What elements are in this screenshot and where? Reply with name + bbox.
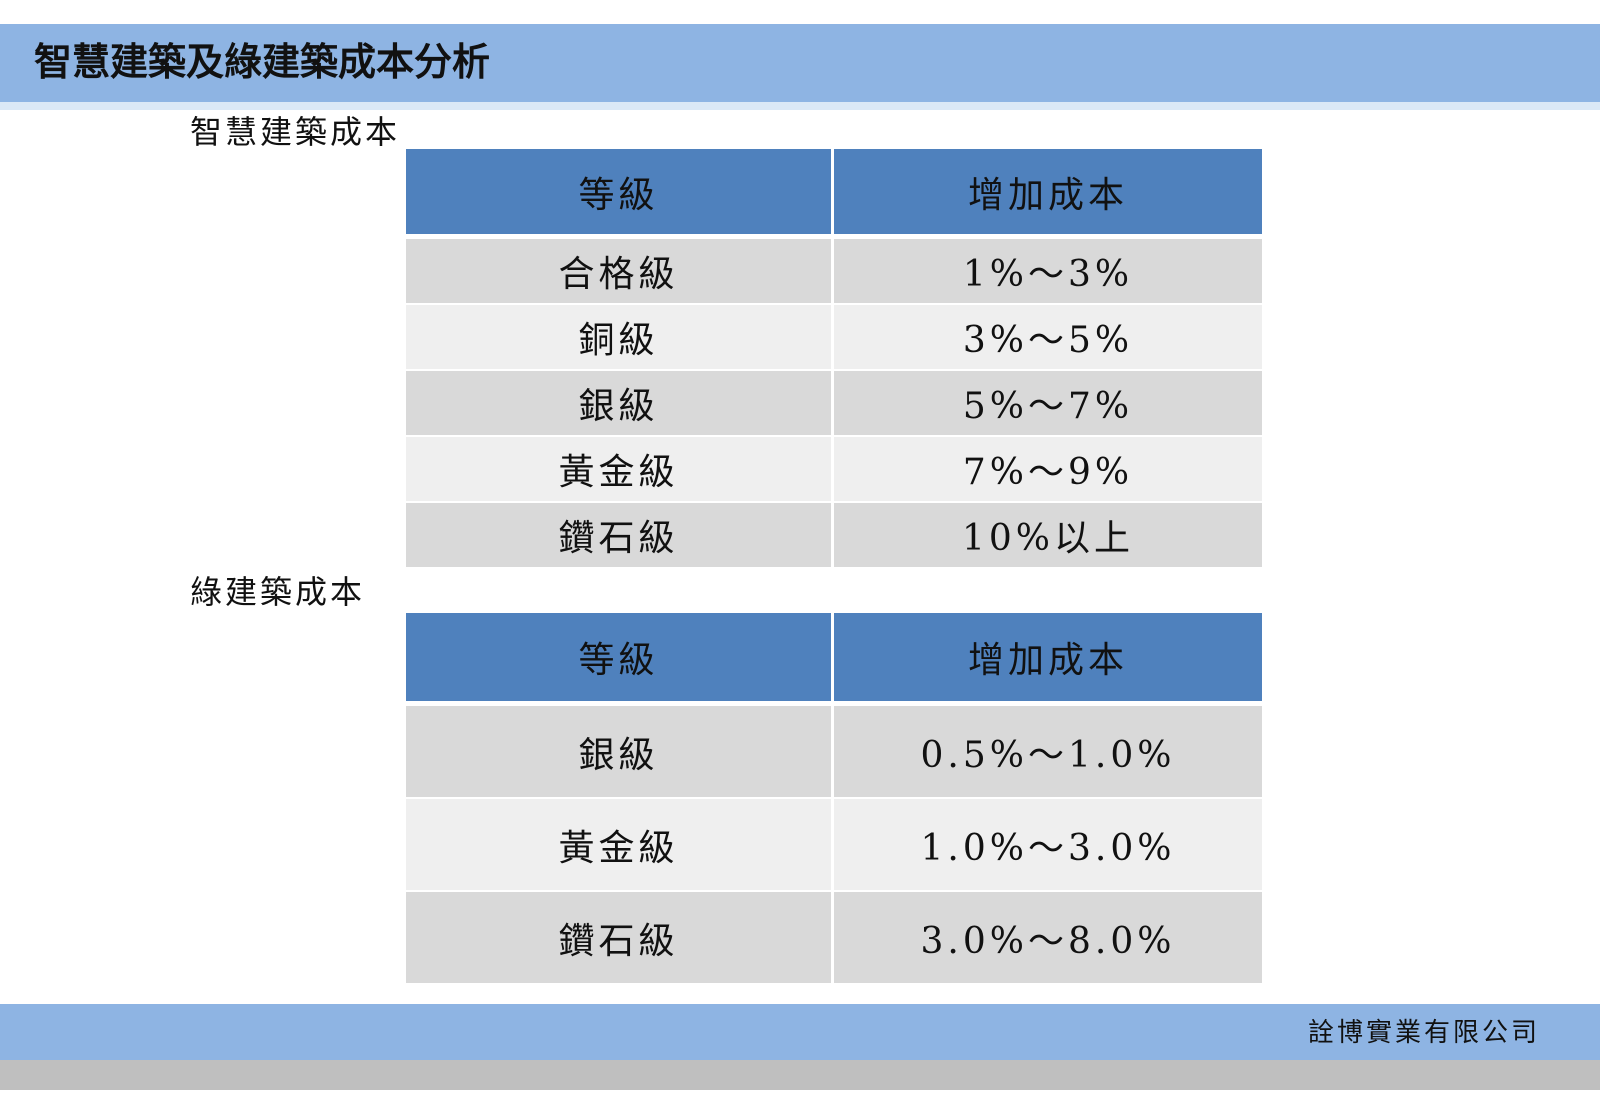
grade-cell: 黃金級: [406, 799, 831, 892]
footer-bar: [0, 1004, 1600, 1060]
cost-cell: 0.5%～1.0%: [831, 706, 1262, 799]
grade-cell: 銀級: [406, 371, 831, 437]
table-row: 銀級 5%～7%: [406, 371, 1262, 437]
footer-strip: [0, 1060, 1600, 1090]
cost-header: 增加成本: [831, 613, 1262, 706]
table-row: 鑽石級 10%以上: [406, 503, 1262, 569]
cost-cell: 1.0%～3.0%: [831, 799, 1262, 892]
grade-cell: 銅級: [406, 305, 831, 371]
table-row: 鑽石級 3.0%～8.0%: [406, 892, 1262, 985]
smart-building-label: 智慧建築成本: [190, 113, 401, 151]
table-row: 銅級 3%～5%: [406, 305, 1262, 371]
table-row: 黃金級 7%～9%: [406, 437, 1262, 503]
cost-header: 增加成本: [831, 149, 1262, 239]
table-header-row: 等級 增加成本: [406, 613, 1262, 706]
table-row: 銀級 0.5%～1.0%: [406, 706, 1262, 799]
table-row: 合格級 1%～3%: [406, 239, 1262, 305]
smart-building-table: 等級 增加成本 合格級 1%～3% 銅級 3%～5% 銀級 5%～7% 黃金級 …: [406, 149, 1262, 569]
cost-cell: 3%～5%: [831, 305, 1262, 371]
title-bar-underline: [0, 102, 1600, 110]
company-name: 詮博實業有限公司: [1307, 1018, 1540, 1048]
cost-cell: 5%～7%: [831, 371, 1262, 437]
cost-cell: 7%～9%: [831, 437, 1262, 503]
cost-cell: 10%以上: [831, 503, 1262, 569]
grade-header: 等級: [406, 613, 831, 706]
title-bar: [0, 24, 1600, 102]
page-title: 智慧建築及綠建築成本分析: [34, 40, 491, 84]
grade-cell: 合格級: [406, 239, 831, 305]
table-row: 黃金級 1.0%～3.0%: [406, 799, 1262, 892]
grade-header: 等級: [406, 149, 831, 239]
green-building-label: 綠建築成本: [190, 573, 366, 611]
green-building-table: 等級 增加成本 銀級 0.5%～1.0% 黃金級 1.0%～3.0% 鑽石級 3…: [406, 613, 1262, 985]
table-header-row: 等級 增加成本: [406, 149, 1262, 239]
grade-cell: 鑽石級: [406, 503, 831, 569]
cost-cell: 3.0%～8.0%: [831, 892, 1262, 985]
grade-cell: 黃金級: [406, 437, 831, 503]
cost-cell: 1%～3%: [831, 239, 1262, 305]
grade-cell: 鑽石級: [406, 892, 831, 985]
grade-cell: 銀級: [406, 706, 831, 799]
